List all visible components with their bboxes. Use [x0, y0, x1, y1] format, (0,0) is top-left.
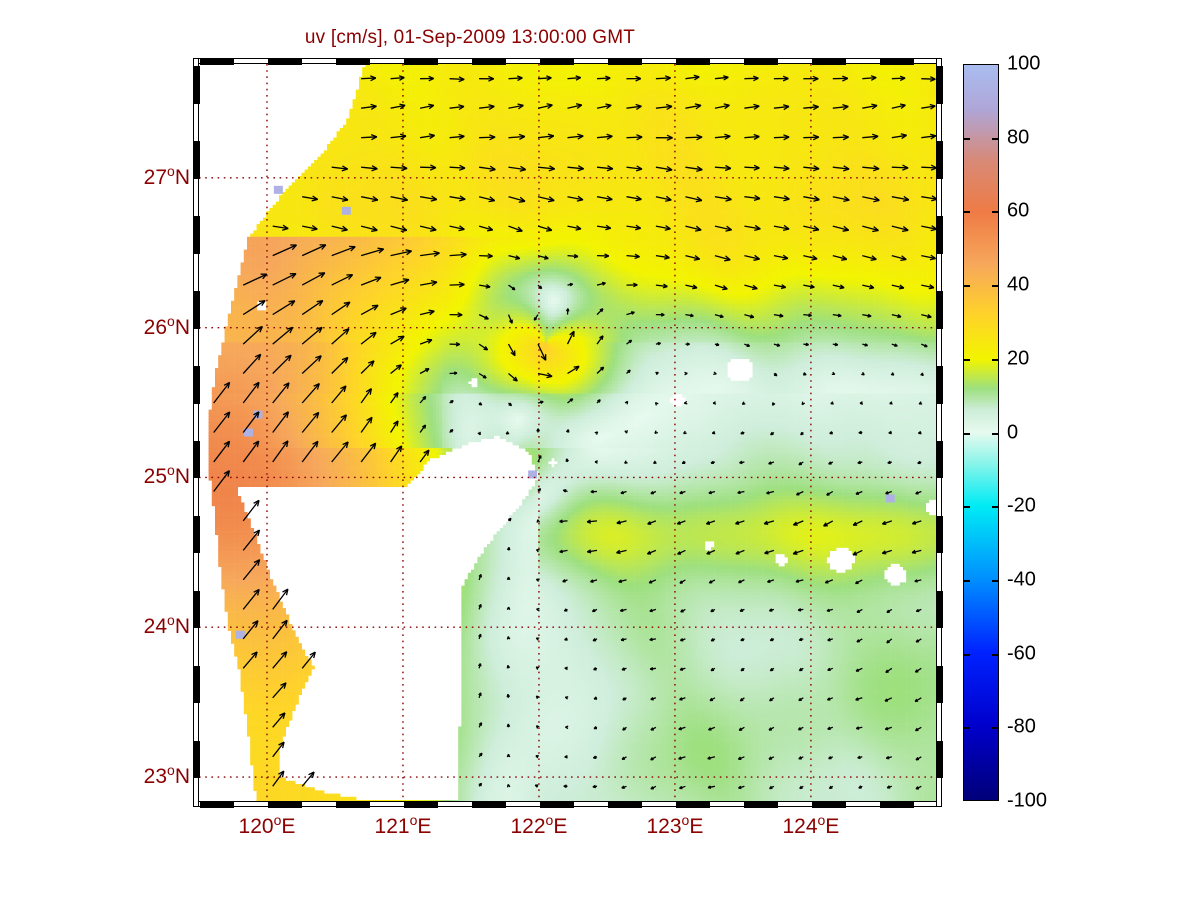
axis-frame-bottom	[193, 801, 942, 808]
speed-field-raster	[199, 64, 936, 801]
y-axis-tick-labels: 23oN 24oN 25oN 26oN 27oN	[0, 64, 190, 801]
colorbar-tick-label: -100	[1007, 789, 1048, 812]
colorbar-tick-label: -20	[1007, 494, 1036, 517]
colorbar-tick-label: 80	[1007, 126, 1030, 149]
x-axis-tick-labels: 120oE 121oE 122oE 123oE 124oE	[199, 812, 936, 855]
chart-title: uv [cm/s], 01-Sep-2009 13:00:00 GMT	[304, 27, 636, 48]
colorbar-tick-label: 100	[1007, 52, 1041, 75]
axis-frame-top	[193, 58, 942, 65]
colorbar-tick-label: -60	[1007, 642, 1036, 665]
colorbar-tick-label: 0	[1007, 421, 1019, 443]
map-axes	[193, 58, 943, 808]
x-tick-label: 122oE	[510, 812, 568, 838]
colorbar-tick-label: 60	[1007, 199, 1030, 222]
x-tick-label: 121oE	[374, 812, 432, 838]
y-tick-label: 27oN	[143, 162, 190, 189]
y-tick-label: 24oN	[143, 612, 190, 639]
y-tick-label: 26oN	[143, 312, 190, 339]
colorbar	[963, 64, 999, 801]
colorbar-tick-label: 40	[1007, 273, 1030, 296]
colorbar-tick-label: -80	[1007, 715, 1036, 738]
colorbar-tick-label: 20	[1007, 347, 1030, 370]
x-tick-label: 120oE	[238, 812, 296, 838]
y-tick-label: 25oN	[143, 462, 190, 489]
colorbar-tick-label: -40	[1007, 568, 1036, 591]
axis-frame-left	[193, 58, 200, 807]
axis-frame-right	[936, 58, 943, 807]
x-tick-label: 124oE	[782, 812, 840, 838]
y-tick-label: 23oN	[143, 762, 190, 789]
x-tick-label: 123oE	[646, 812, 704, 838]
